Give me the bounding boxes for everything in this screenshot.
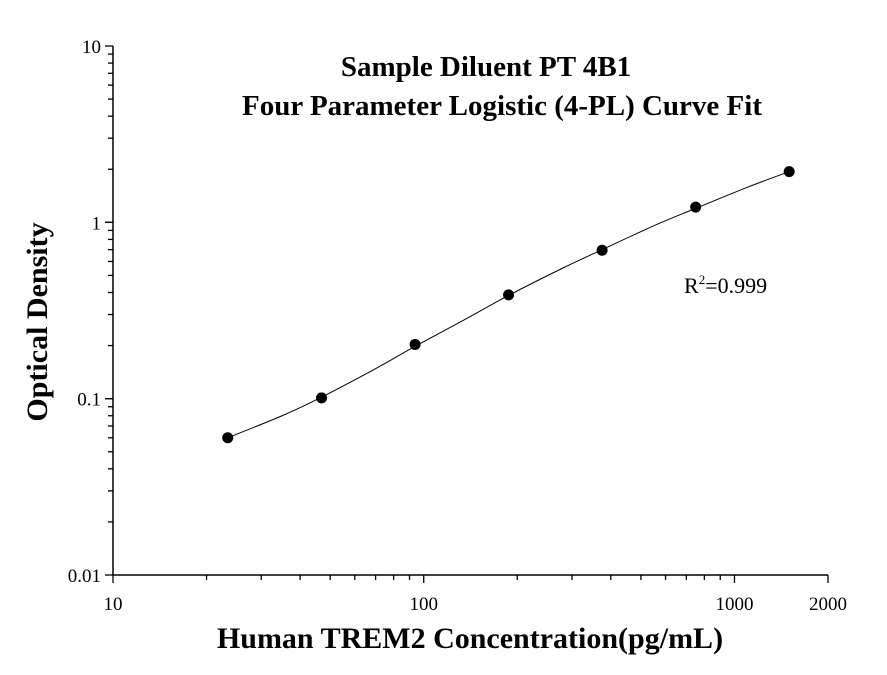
plot-frame — [112, 46, 828, 576]
x-tick-label: 100 — [409, 594, 438, 615]
x-axis-label: Human TREM2 Concentration(pg/mL) — [217, 622, 723, 655]
y-tick-label: 1 — [92, 213, 102, 234]
x-tick-label: 2000 — [809, 594, 847, 615]
data-point — [690, 201, 702, 213]
x-axis-ticks — [112, 575, 829, 583]
r-squared-label: R — [684, 273, 699, 298]
data-point — [596, 244, 608, 256]
chart-titles: Sample Diluent PT 4B1 Four Parameter Log… — [242, 51, 762, 122]
chart-title: Sample Diluent PT 4B1 — [341, 51, 631, 83]
r-squared-value: =0.999 — [705, 273, 767, 298]
y-tick-label: 0.01 — [68, 566, 101, 587]
data-point — [222, 432, 234, 444]
y-tick-label: 0.1 — [77, 390, 101, 411]
r-squared-annotation: R2=0.999 — [684, 272, 767, 298]
chart-subtitle: Four Parameter Logistic (4-PL) Curve Fit — [242, 90, 762, 122]
r-squared-superscript: 2 — [699, 272, 706, 287]
data-point — [316, 392, 328, 404]
y-axis-ticks — [105, 45, 113, 576]
data-point — [409, 338, 421, 350]
data-points — [222, 166, 795, 444]
x-tick-label: 10 — [104, 594, 123, 615]
x-axis-tick-labels: 10 100 1000 2000 — [104, 594, 848, 615]
y-axis-tick-labels: 0.01 0.1 1 10 — [68, 37, 101, 587]
data-point — [783, 166, 795, 178]
y-axis-label: Optical Density — [21, 222, 54, 421]
data-point — [503, 289, 515, 301]
x-tick-label: 1000 — [715, 594, 753, 615]
fit-curve — [227, 171, 790, 439]
y-tick-label: 10 — [82, 37, 101, 58]
